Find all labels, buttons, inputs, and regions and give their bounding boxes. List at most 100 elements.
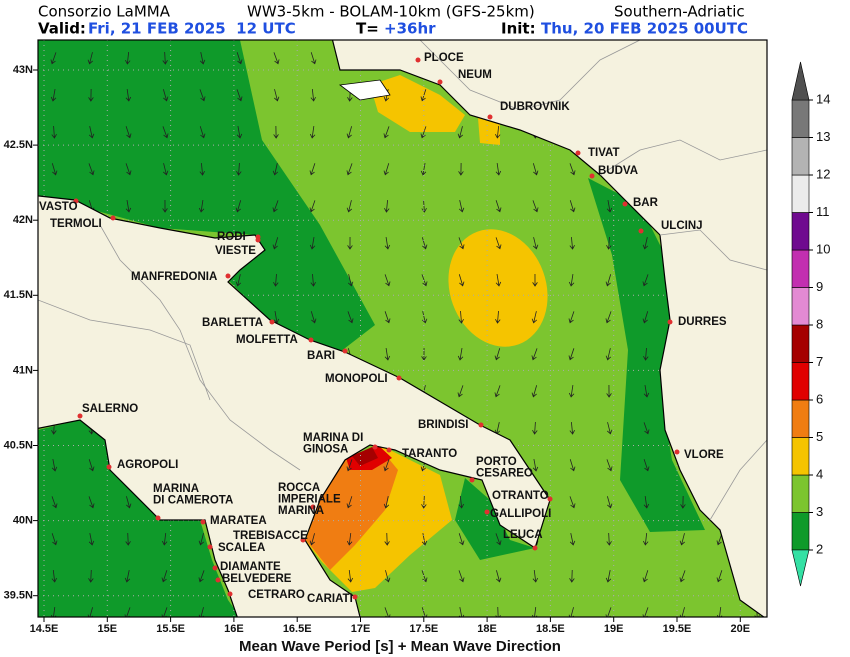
map-area bbox=[38, 40, 767, 617]
direction-arrow bbox=[532, 421, 538, 435]
place-label: DUBROVNIK bbox=[500, 101, 570, 113]
place-label: PORTO bbox=[476, 456, 517, 468]
direction-arrow bbox=[383, 163, 390, 176]
place-dot bbox=[215, 577, 221, 583]
direction-arrow bbox=[126, 496, 132, 509]
direction-arrow bbox=[605, 570, 612, 583]
place-label: CESAREO bbox=[476, 468, 533, 480]
direction-arrow bbox=[384, 311, 391, 324]
region: Southern-Adriatic bbox=[614, 3, 745, 21]
direction-arrow bbox=[88, 496, 95, 509]
direction-arrow bbox=[310, 52, 317, 65]
place-label: MANFREDONIA bbox=[131, 271, 217, 283]
colorbar-segment bbox=[791, 249, 810, 288]
colorbar-segment bbox=[791, 512, 810, 551]
direction-arrow bbox=[496, 570, 502, 583]
direction-arrow bbox=[347, 236, 353, 250]
direction-arrow bbox=[457, 126, 464, 139]
colorbar-label: 3 bbox=[816, 504, 823, 519]
direction-arrow bbox=[51, 569, 58, 583]
direction-arrow bbox=[532, 459, 539, 472]
direction-arrow bbox=[643, 347, 649, 361]
direction-arrow bbox=[310, 311, 317, 324]
place-dot bbox=[622, 201, 628, 207]
colorbar-label: 5 bbox=[816, 429, 823, 444]
place-label: MONOPOLI bbox=[325, 373, 388, 385]
italy-land bbox=[38, 195, 551, 617]
place-label: DI CAMEROTA bbox=[153, 495, 233, 507]
border bbox=[38, 299, 211, 401]
place-dot bbox=[638, 228, 644, 234]
direction-arrow bbox=[495, 200, 502, 213]
direction-arrow bbox=[457, 385, 464, 398]
colorbar-label: 13 bbox=[816, 129, 830, 144]
x-tick-label: 16.5E bbox=[283, 623, 312, 635]
colorbar-segment bbox=[791, 137, 810, 176]
init-time: Thu, 20 FEB 2025 00UTC bbox=[541, 20, 748, 38]
direction-arrow bbox=[458, 533, 465, 546]
place-dot bbox=[487, 114, 493, 120]
direction-arrow bbox=[606, 496, 613, 509]
direction-arrow bbox=[199, 126, 206, 139]
border bbox=[599, 139, 767, 176]
place-dot bbox=[225, 273, 231, 279]
place-dot bbox=[200, 519, 206, 525]
y-tick-label: 42N bbox=[13, 214, 33, 226]
field-zone bbox=[352, 447, 378, 466]
colorbar-label: 12 bbox=[816, 166, 830, 181]
place-label: ROCCA bbox=[278, 482, 320, 494]
place-label: OTRANTO bbox=[492, 490, 549, 502]
colorbar-segment bbox=[791, 174, 810, 213]
direction-arrow bbox=[568, 385, 575, 398]
x-tick-label: 15E bbox=[98, 623, 118, 635]
direction-arrow bbox=[346, 459, 353, 472]
direction-arrow bbox=[605, 311, 612, 324]
place-dot bbox=[396, 375, 402, 381]
ticks: 14.5E 15E 15.5E 16E 16.5E 17E 17.5E 18E 18.5E 19E… bbox=[4, 64, 750, 635]
place-dot bbox=[255, 237, 261, 243]
direction-arrow bbox=[457, 348, 464, 361]
x-tick-label: 14.5E bbox=[30, 623, 59, 635]
direction-arrow bbox=[642, 570, 649, 583]
direction-arrow bbox=[162, 199, 168, 213]
direction-arrow bbox=[680, 495, 686, 509]
direction-arrow bbox=[495, 310, 501, 324]
direction-arrow bbox=[643, 385, 650, 398]
colorbar-label: 7 bbox=[816, 354, 823, 369]
direction-arrow bbox=[309, 533, 315, 546]
direction-arrow bbox=[88, 88, 94, 102]
colorbar-segment bbox=[791, 362, 810, 401]
direction-arrow bbox=[199, 52, 206, 65]
plot-frame bbox=[37, 39, 768, 618]
direction-arrow bbox=[310, 88, 316, 102]
direction-arrow bbox=[161, 532, 168, 546]
direction-arrow bbox=[642, 311, 649, 324]
direction-arrow bbox=[383, 459, 390, 472]
direction-arrow bbox=[199, 162, 205, 176]
place-dot bbox=[589, 173, 595, 179]
direction-arrow bbox=[679, 533, 685, 546]
init-label: Init: bbox=[501, 20, 536, 38]
direction-arrow bbox=[272, 200, 279, 213]
place-dot bbox=[212, 565, 218, 571]
direction-arrow bbox=[605, 274, 612, 287]
place-dot bbox=[674, 449, 680, 455]
direction-arrow bbox=[385, 570, 391, 583]
direction-arrow bbox=[383, 496, 390, 509]
place-label: MOLFETTA bbox=[236, 334, 298, 346]
direction-arrow bbox=[421, 237, 428, 250]
direction-arrow bbox=[495, 125, 501, 139]
direction-arrow bbox=[606, 384, 612, 398]
colorbar-label: 2 bbox=[816, 541, 823, 556]
colorbar-label: 14 bbox=[816, 91, 830, 106]
colorbar-label: 6 bbox=[816, 391, 823, 406]
direction-arrow bbox=[531, 311, 538, 324]
y-tick-label: 42.5N bbox=[4, 139, 33, 151]
place-dot bbox=[155, 515, 161, 521]
direction-arrow bbox=[532, 273, 538, 287]
place-label: SALERNO bbox=[82, 403, 138, 415]
direction-arrow bbox=[124, 51, 131, 65]
place-label: MARATEA bbox=[210, 515, 267, 527]
direction-arrow bbox=[458, 310, 464, 324]
